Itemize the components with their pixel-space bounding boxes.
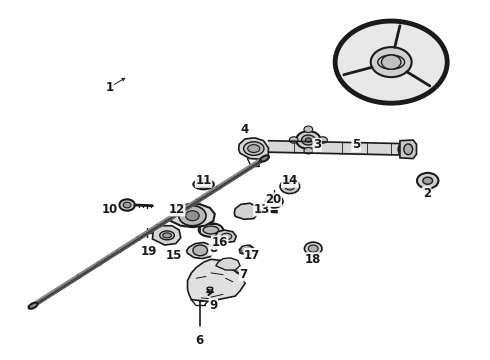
Circle shape <box>423 177 433 184</box>
Polygon shape <box>239 245 254 255</box>
Circle shape <box>179 206 206 226</box>
Text: 18: 18 <box>305 253 321 266</box>
Ellipse shape <box>247 145 260 153</box>
Text: 14: 14 <box>282 174 298 187</box>
Circle shape <box>304 242 322 255</box>
Ellipse shape <box>194 179 214 189</box>
Text: 12: 12 <box>169 203 185 216</box>
Polygon shape <box>216 258 240 270</box>
Circle shape <box>371 47 412 77</box>
Ellipse shape <box>221 233 232 240</box>
Circle shape <box>318 137 327 143</box>
Circle shape <box>304 148 313 154</box>
Text: 5: 5 <box>352 139 360 152</box>
Circle shape <box>200 181 207 187</box>
Ellipse shape <box>244 142 264 156</box>
Ellipse shape <box>163 233 172 238</box>
Circle shape <box>285 183 294 190</box>
Circle shape <box>304 126 313 132</box>
Circle shape <box>305 138 311 142</box>
Polygon shape <box>400 140 416 158</box>
Text: 1: 1 <box>105 81 114 94</box>
Circle shape <box>381 55 401 69</box>
Text: 17: 17 <box>244 248 260 261</box>
Ellipse shape <box>203 226 219 234</box>
Circle shape <box>280 179 299 194</box>
Ellipse shape <box>260 156 269 162</box>
Circle shape <box>335 21 447 103</box>
Text: 3: 3 <box>313 139 321 152</box>
Ellipse shape <box>207 287 213 290</box>
Text: 8: 8 <box>209 242 218 255</box>
Circle shape <box>186 211 199 221</box>
Circle shape <box>193 245 207 256</box>
Text: 9: 9 <box>209 299 218 312</box>
Text: 7: 7 <box>240 268 247 281</box>
Circle shape <box>123 202 131 208</box>
Circle shape <box>241 246 252 254</box>
Circle shape <box>119 199 135 211</box>
Polygon shape <box>239 138 269 159</box>
Circle shape <box>266 195 283 208</box>
Ellipse shape <box>404 144 413 155</box>
Polygon shape <box>152 226 181 245</box>
Circle shape <box>296 131 320 149</box>
Circle shape <box>289 137 298 143</box>
Polygon shape <box>187 243 213 258</box>
Polygon shape <box>216 230 236 243</box>
Ellipse shape <box>398 142 409 157</box>
Text: 15: 15 <box>166 248 182 261</box>
Text: 10: 10 <box>101 203 118 216</box>
Text: 11: 11 <box>196 174 212 187</box>
Circle shape <box>308 245 318 252</box>
Circle shape <box>417 173 439 189</box>
Circle shape <box>301 135 315 145</box>
Polygon shape <box>170 204 215 227</box>
Ellipse shape <box>197 181 210 188</box>
Ellipse shape <box>199 223 223 237</box>
Polygon shape <box>234 203 259 219</box>
Text: 16: 16 <box>212 236 228 249</box>
Text: 20: 20 <box>265 193 281 206</box>
Text: 19: 19 <box>140 245 157 258</box>
Text: 6: 6 <box>195 333 203 347</box>
Ellipse shape <box>160 231 174 240</box>
Polygon shape <box>188 259 245 301</box>
Text: 4: 4 <box>241 123 249 136</box>
Text: 2: 2 <box>423 187 431 200</box>
Circle shape <box>270 199 278 204</box>
Ellipse shape <box>28 303 38 309</box>
Text: 13: 13 <box>254 203 270 216</box>
